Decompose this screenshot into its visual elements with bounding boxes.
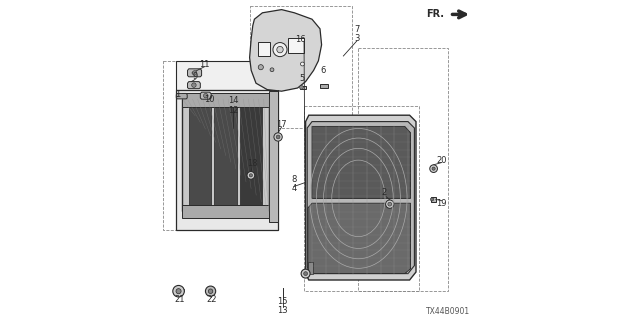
Circle shape bbox=[250, 174, 252, 177]
Text: 8: 8 bbox=[291, 175, 296, 184]
Polygon shape bbox=[312, 126, 411, 198]
Circle shape bbox=[304, 272, 308, 276]
Text: 5: 5 bbox=[300, 74, 305, 83]
Polygon shape bbox=[180, 289, 184, 291]
Text: 21: 21 bbox=[174, 295, 184, 304]
Text: 19: 19 bbox=[436, 199, 447, 208]
Polygon shape bbox=[269, 91, 278, 222]
Polygon shape bbox=[182, 99, 269, 211]
Polygon shape bbox=[176, 61, 278, 90]
Polygon shape bbox=[177, 93, 187, 99]
Circle shape bbox=[192, 83, 196, 87]
Polygon shape bbox=[431, 197, 436, 202]
Circle shape bbox=[192, 71, 197, 75]
Polygon shape bbox=[300, 86, 306, 89]
Text: 10: 10 bbox=[204, 95, 215, 104]
Polygon shape bbox=[250, 10, 322, 91]
Text: 2: 2 bbox=[381, 188, 387, 196]
Text: 3: 3 bbox=[354, 34, 360, 43]
Text: 4: 4 bbox=[291, 184, 296, 193]
Circle shape bbox=[277, 46, 283, 53]
Text: 9: 9 bbox=[193, 72, 198, 81]
Text: FR.: FR. bbox=[426, 9, 444, 20]
Polygon shape bbox=[308, 262, 313, 274]
Circle shape bbox=[432, 167, 435, 170]
Polygon shape bbox=[214, 107, 237, 205]
Circle shape bbox=[388, 202, 392, 206]
Circle shape bbox=[301, 62, 305, 66]
Text: 22: 22 bbox=[206, 295, 216, 304]
Circle shape bbox=[259, 65, 264, 70]
Circle shape bbox=[173, 285, 184, 297]
Polygon shape bbox=[307, 122, 415, 274]
Polygon shape bbox=[308, 203, 411, 274]
Text: 14: 14 bbox=[228, 96, 238, 105]
Polygon shape bbox=[258, 42, 270, 56]
Circle shape bbox=[274, 133, 282, 141]
Circle shape bbox=[301, 269, 310, 278]
Circle shape bbox=[385, 200, 394, 208]
Circle shape bbox=[270, 68, 274, 72]
Text: 18: 18 bbox=[248, 159, 258, 168]
Circle shape bbox=[205, 286, 216, 296]
Polygon shape bbox=[189, 107, 211, 205]
Text: 6: 6 bbox=[321, 66, 326, 75]
Polygon shape bbox=[176, 90, 278, 230]
Polygon shape bbox=[182, 93, 269, 107]
Circle shape bbox=[430, 198, 434, 201]
Text: 7: 7 bbox=[354, 25, 360, 34]
Text: 11: 11 bbox=[200, 60, 210, 68]
Circle shape bbox=[273, 43, 287, 57]
Polygon shape bbox=[182, 205, 269, 218]
Text: 20: 20 bbox=[436, 156, 447, 164]
Text: 17: 17 bbox=[276, 120, 287, 129]
Circle shape bbox=[247, 172, 255, 179]
Circle shape bbox=[430, 165, 438, 172]
Circle shape bbox=[176, 289, 181, 294]
Circle shape bbox=[300, 85, 303, 89]
Circle shape bbox=[208, 289, 212, 293]
Polygon shape bbox=[320, 84, 328, 88]
Circle shape bbox=[204, 93, 208, 98]
Circle shape bbox=[276, 135, 280, 139]
Text: 13: 13 bbox=[277, 306, 288, 315]
Text: 16: 16 bbox=[296, 35, 306, 44]
Polygon shape bbox=[288, 38, 304, 53]
Polygon shape bbox=[188, 69, 202, 77]
Text: 15: 15 bbox=[277, 297, 288, 306]
Text: TX44B0901: TX44B0901 bbox=[426, 307, 470, 316]
Text: 12: 12 bbox=[228, 106, 238, 115]
Text: 1: 1 bbox=[175, 90, 180, 99]
Polygon shape bbox=[240, 107, 262, 205]
Polygon shape bbox=[188, 82, 200, 89]
Polygon shape bbox=[306, 115, 416, 280]
Polygon shape bbox=[200, 92, 211, 99]
